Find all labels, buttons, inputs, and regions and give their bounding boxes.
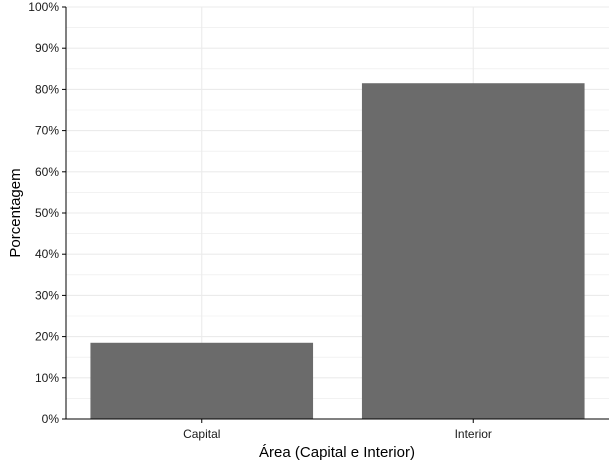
x-tick-label: Capital — [183, 427, 220, 441]
y-tick-label: 100% — [28, 0, 59, 14]
y-tick-label: 50% — [35, 206, 59, 220]
y-tick-label: 70% — [35, 124, 59, 138]
x-tick-label: Interior — [455, 427, 492, 441]
y-tick-label: 40% — [35, 247, 59, 261]
y-tick-label: 20% — [35, 330, 59, 344]
y-tick-label: 80% — [35, 82, 59, 96]
y-tick-label: 90% — [35, 41, 59, 55]
bar-interior — [361, 83, 585, 419]
bars — [90, 83, 585, 419]
bar-capital — [90, 342, 314, 419]
y-tick-label: 10% — [35, 371, 59, 385]
x-ticks: Capital Interior — [183, 419, 492, 441]
y-tick-label: 60% — [35, 165, 59, 179]
y-axis-title: Porcentagem — [7, 168, 24, 257]
y-ticks: 0% 10% 20% 30% 40% 50% 60% 70% 80% 90% 100% — [28, 0, 66, 426]
y-tick-label: 0% — [42, 412, 60, 426]
x-axis-title: Área (Capital e Interior) — [259, 444, 415, 461]
y-tick-label: 30% — [35, 288, 59, 302]
